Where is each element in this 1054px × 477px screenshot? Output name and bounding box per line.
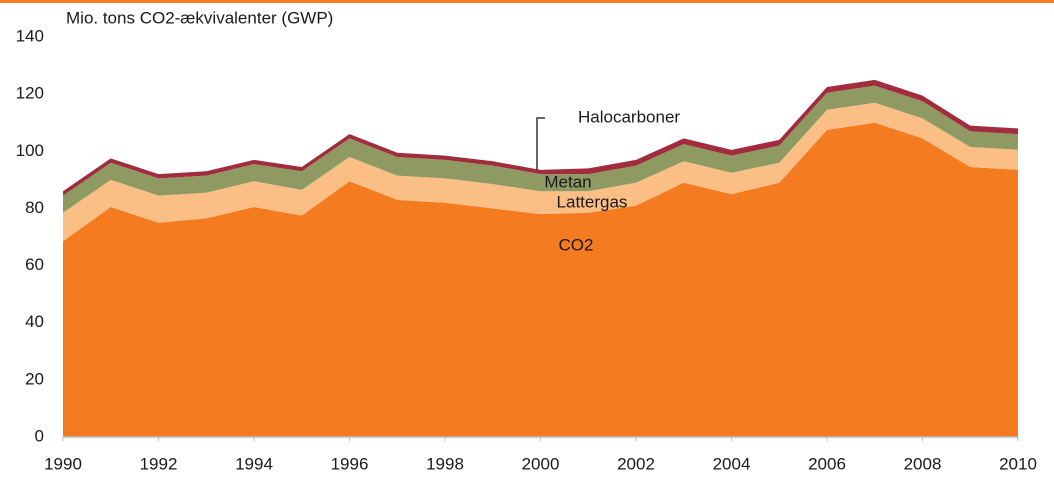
x-tick-label: 1994 <box>235 454 273 473</box>
series-label: CO2 <box>559 235 594 254</box>
series-label: Metan <box>544 172 591 191</box>
y-tick-label: 60 <box>25 255 44 274</box>
x-tick-label: 2004 <box>713 454 751 473</box>
x-tick-label: 1998 <box>426 454 464 473</box>
x-tick-label: 1990 <box>44 454 82 473</box>
area <box>63 85 1018 213</box>
x-tick-label: 2008 <box>904 454 942 473</box>
y-tick-label: 140 <box>16 26 44 45</box>
series-label: Halocarboner <box>578 107 680 126</box>
y-tick-label: 40 <box>25 312 44 331</box>
x-tick-label: 2002 <box>617 454 655 473</box>
y-tick-label: 0 <box>35 426 44 445</box>
y-axis-label: Mio. tons CO2-ækvivalenter (GWP) <box>66 8 333 27</box>
x-tick-label: 2010 <box>999 454 1037 473</box>
area <box>63 79 1018 196</box>
y-tick-label: 20 <box>25 369 44 388</box>
areas <box>63 79 1018 437</box>
y-tick-label: 100 <box>16 141 44 160</box>
series-label: Lattergas <box>557 192 628 211</box>
x-tick-label: 1996 <box>331 454 369 473</box>
top-rule <box>0 0 1054 3</box>
y-tick-label: 120 <box>16 84 44 103</box>
x-tick-label: 1992 <box>140 454 178 473</box>
y-tick-label: 80 <box>25 198 44 217</box>
x-tick-label: 2000 <box>522 454 560 473</box>
x-tick-label: 2006 <box>808 454 846 473</box>
area <box>63 122 1018 437</box>
leader-line <box>536 117 545 170</box>
area <box>63 102 1018 242</box>
